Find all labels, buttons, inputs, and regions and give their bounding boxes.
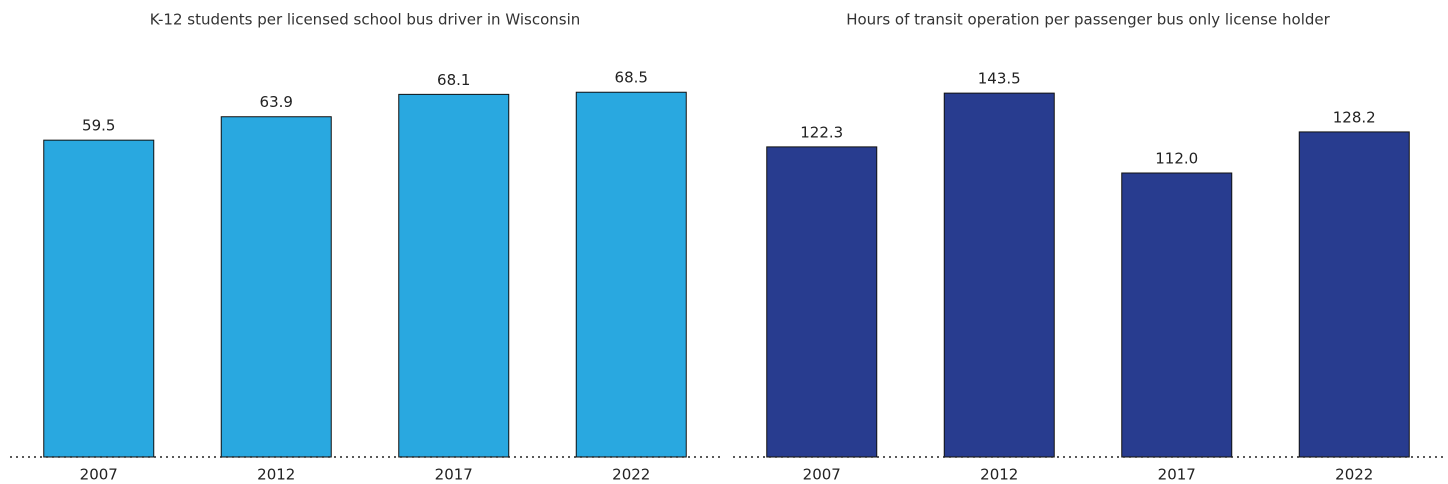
bar — [1298, 131, 1410, 458]
x-tick-label: 2017 — [1158, 466, 1196, 484]
bar — [1121, 172, 1233, 458]
value-label: 68.5 — [615, 69, 648, 87]
chart-title: Hours of transit operation per passenger… — [846, 11, 1330, 29]
chart-title: K-12 students per licensed school bus dr… — [150, 11, 581, 29]
value-label: 112.0 — [1155, 150, 1198, 168]
x-tick-label: 2007 — [803, 466, 841, 484]
bar — [766, 146, 878, 458]
bar — [220, 116, 332, 458]
bar — [398, 93, 510, 458]
x-tick-label: 2022 — [1335, 466, 1373, 484]
bar — [943, 92, 1055, 458]
x-tick-label: 2012 — [980, 466, 1018, 484]
value-label: 122.3 — [800, 123, 843, 141]
value-label: 143.5 — [978, 70, 1021, 88]
x-tick-label: 2022 — [612, 466, 650, 484]
x-tick-label: 2017 — [435, 466, 473, 484]
value-label: 128.2 — [1333, 108, 1376, 126]
x-tick-label: 2012 — [257, 466, 295, 484]
x-tick-label: 2007 — [80, 466, 118, 484]
bar — [43, 139, 155, 458]
value-label: 63.9 — [260, 93, 293, 111]
bar — [575, 91, 687, 458]
value-label: 59.5 — [82, 117, 115, 135]
value-label: 68.1 — [437, 71, 470, 89]
